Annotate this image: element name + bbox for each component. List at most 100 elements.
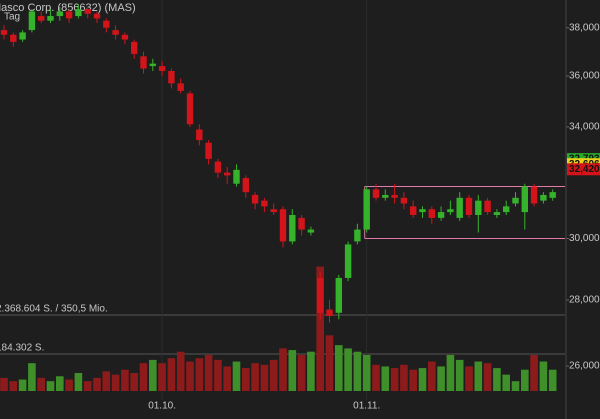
volume-bar	[242, 368, 250, 391]
volume-bar	[28, 363, 36, 391]
volume-bar	[372, 364, 380, 391]
volume-bar	[251, 363, 259, 391]
candle-body	[168, 70, 175, 84]
volume-bar	[530, 354, 538, 391]
candle-body	[224, 172, 231, 176]
candle-body	[410, 206, 417, 215]
y-tick-label: 36,000	[569, 71, 600, 82]
candle-body	[372, 189, 380, 198]
volume-bar	[288, 350, 297, 391]
volume-bar	[74, 372, 83, 391]
candle-body	[158, 66, 166, 71]
candle-body	[149, 63, 156, 67]
candle-body	[84, 9, 91, 14]
volume-bar	[0, 377, 8, 391]
volume-bar	[18, 379, 27, 391]
volume-bar	[325, 335, 334, 391]
volume-bar	[316, 266, 324, 391]
volume-bar	[9, 381, 18, 391]
candle-body	[437, 212, 445, 218]
price-tag	[567, 163, 600, 176]
volume-bar	[344, 348, 352, 391]
chart-title: Masco Corp. (856632) (MAS)	[0, 2, 136, 14]
candle-body	[382, 194, 389, 198]
volume-bar	[167, 358, 176, 391]
candle-body	[140, 56, 147, 69]
candle-body	[465, 197, 473, 215]
price-tag-label: 32,420	[569, 164, 600, 175]
volume-bar	[269, 359, 278, 391]
candle-body	[484, 200, 491, 213]
volume-bar	[307, 351, 315, 391]
volume-bar	[260, 364, 269, 391]
candle-body	[28, 11, 36, 31]
volume-bar	[204, 354, 213, 391]
candle-body	[19, 32, 26, 40]
volume-bar	[279, 348, 287, 391]
volume-bar	[46, 381, 55, 391]
volume-bar	[362, 354, 371, 391]
candle-body	[47, 16, 54, 21]
candle-body	[75, 9, 82, 17]
volume-bar	[176, 351, 185, 391]
volume-bar	[539, 361, 548, 391]
candle-body	[475, 200, 482, 215]
candle-body	[298, 217, 305, 230]
candle-body	[549, 192, 556, 198]
volume-bar	[455, 359, 464, 391]
candle-body	[391, 194, 398, 198]
volume-bar	[102, 371, 111, 391]
volume-bar	[446, 354, 455, 391]
volume-bar	[381, 366, 390, 391]
candle-body	[521, 186, 528, 213]
volume-bar	[521, 369, 529, 391]
candle-body	[233, 169, 240, 184]
volume-bar	[121, 369, 129, 391]
volume-bar	[83, 381, 92, 391]
candle-body	[38, 16, 45, 21]
y-tick-label: 30,000	[569, 233, 600, 244]
volume-bar	[548, 369, 557, 391]
volume-bar	[400, 364, 408, 391]
candle-body	[428, 209, 435, 218]
volume-bar	[418, 368, 427, 391]
volume-bar	[511, 381, 520, 391]
volume-bar	[214, 359, 222, 391]
candle-body	[177, 83, 184, 91]
candle-body	[242, 178, 249, 193]
volume-bar	[223, 366, 231, 391]
volume-bar	[195, 358, 204, 391]
candle-body	[503, 206, 510, 213]
candle-body	[270, 209, 277, 213]
candle-body	[419, 209, 426, 213]
candle-body	[131, 41, 138, 54]
volume-bar	[502, 374, 510, 391]
volume-bar	[37, 377, 45, 391]
volume-bar	[232, 361, 241, 391]
candle-body	[363, 189, 370, 230]
volume-bar	[56, 376, 64, 391]
volume-bar	[186, 361, 194, 391]
candle-body	[289, 214, 296, 242]
volume-bar	[474, 361, 483, 391]
candle-body	[326, 309, 333, 317]
interval-label: Tag	[4, 12, 20, 23]
y-tick-label: 28,000	[569, 295, 600, 306]
volume-bar	[111, 374, 120, 391]
candle-body	[65, 11, 73, 19]
volume-bar	[483, 363, 492, 391]
candle-body	[530, 186, 538, 204]
volume-bar	[149, 359, 157, 391]
candle-body	[317, 277, 324, 313]
volume-bar	[493, 368, 501, 391]
candle-body	[512, 197, 519, 204]
candle-body	[56, 11, 63, 17]
candle-body	[354, 229, 361, 242]
x-tick-label: 01.11.	[353, 401, 380, 412]
candle-body	[112, 30, 119, 35]
volume-bar	[297, 354, 306, 391]
candle-body	[186, 93, 194, 125]
candle-body	[10, 34, 17, 42]
candle-body	[93, 13, 101, 19]
